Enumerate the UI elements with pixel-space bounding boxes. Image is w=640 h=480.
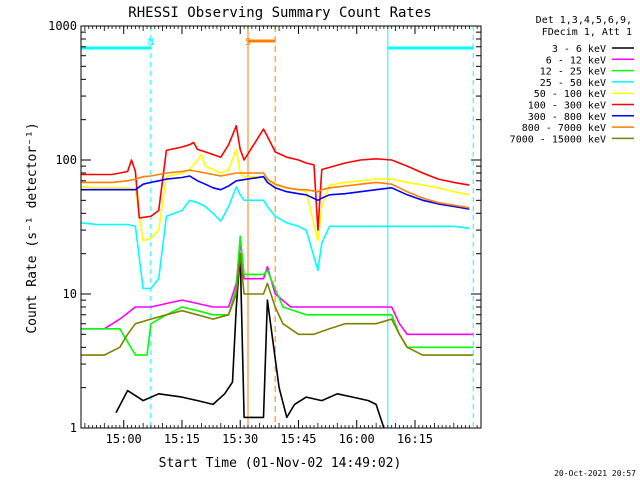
series-line-2 xyxy=(81,239,474,336)
legend-entry-label: 12 - 25 keV xyxy=(540,67,606,78)
legend-entry-label: 6 - 12 keV xyxy=(546,55,606,66)
series-line-8 xyxy=(81,169,470,209)
y-tick-label: 10 xyxy=(63,287,77,301)
plot-border xyxy=(80,25,482,429)
x-tick-label: 16:15 xyxy=(397,432,433,446)
x-tick-label: 15:00 xyxy=(106,432,142,446)
x-tick-label: 16:00 xyxy=(339,432,375,446)
legend-entry-label: 100 - 300 keV xyxy=(528,101,606,112)
y-tick-label: 1000 xyxy=(48,19,77,33)
legend-header-line: FDecim 1, Att 1 xyxy=(542,27,632,38)
legend-entry-label: 25 - 50 keV xyxy=(540,78,606,89)
x-tick-label: 15:45 xyxy=(280,432,316,446)
plot-frame: 1 10 100 1000 15:00 15:15 15:30 15:45 16:00 16:15 xyxy=(48,19,482,446)
legend-entry-label: 300 - 800 keV xyxy=(528,112,606,123)
chart-title: RHESSI Observing Summary Count Rates xyxy=(128,5,431,21)
legend: Det 1,3,4,5,6,9,FDecim 1, Att 1 3 - 6 keV… xyxy=(510,15,634,145)
timestamp: 20-Oct-2021 20:57 xyxy=(554,469,636,478)
series-line-7 xyxy=(81,175,470,210)
legend-entry-label: 50 - 100 keV xyxy=(534,89,606,100)
y-tick-label: 1 xyxy=(70,421,77,435)
legend-entry-label: 7000 - 15000 keV xyxy=(510,134,606,145)
legend-entry-label: 800 - 7000 keV xyxy=(522,123,606,134)
series-line-1 xyxy=(115,252,385,429)
legend-entry-label: 3 - 6 keV xyxy=(552,44,606,55)
series-line-9 xyxy=(81,252,474,356)
x-tick-label: 15:30 xyxy=(222,432,258,446)
x-tick-label: 15:15 xyxy=(164,432,200,446)
y-tick-label: 100 xyxy=(55,153,77,167)
annotation-label: S xyxy=(245,37,251,48)
series-line-4 xyxy=(80,186,470,290)
series-line-5 xyxy=(80,148,470,242)
legend-header-line: Det 1,3,4,5,6,9, xyxy=(536,15,632,26)
x-axis-label: Start Time (01-Nov-02 14:49:02) xyxy=(159,456,402,471)
annotation-label: N xyxy=(148,37,154,48)
series-line-6 xyxy=(81,125,470,231)
y-axis-label: Count Rate (s⁻¹ detector⁻¹) xyxy=(25,122,40,333)
